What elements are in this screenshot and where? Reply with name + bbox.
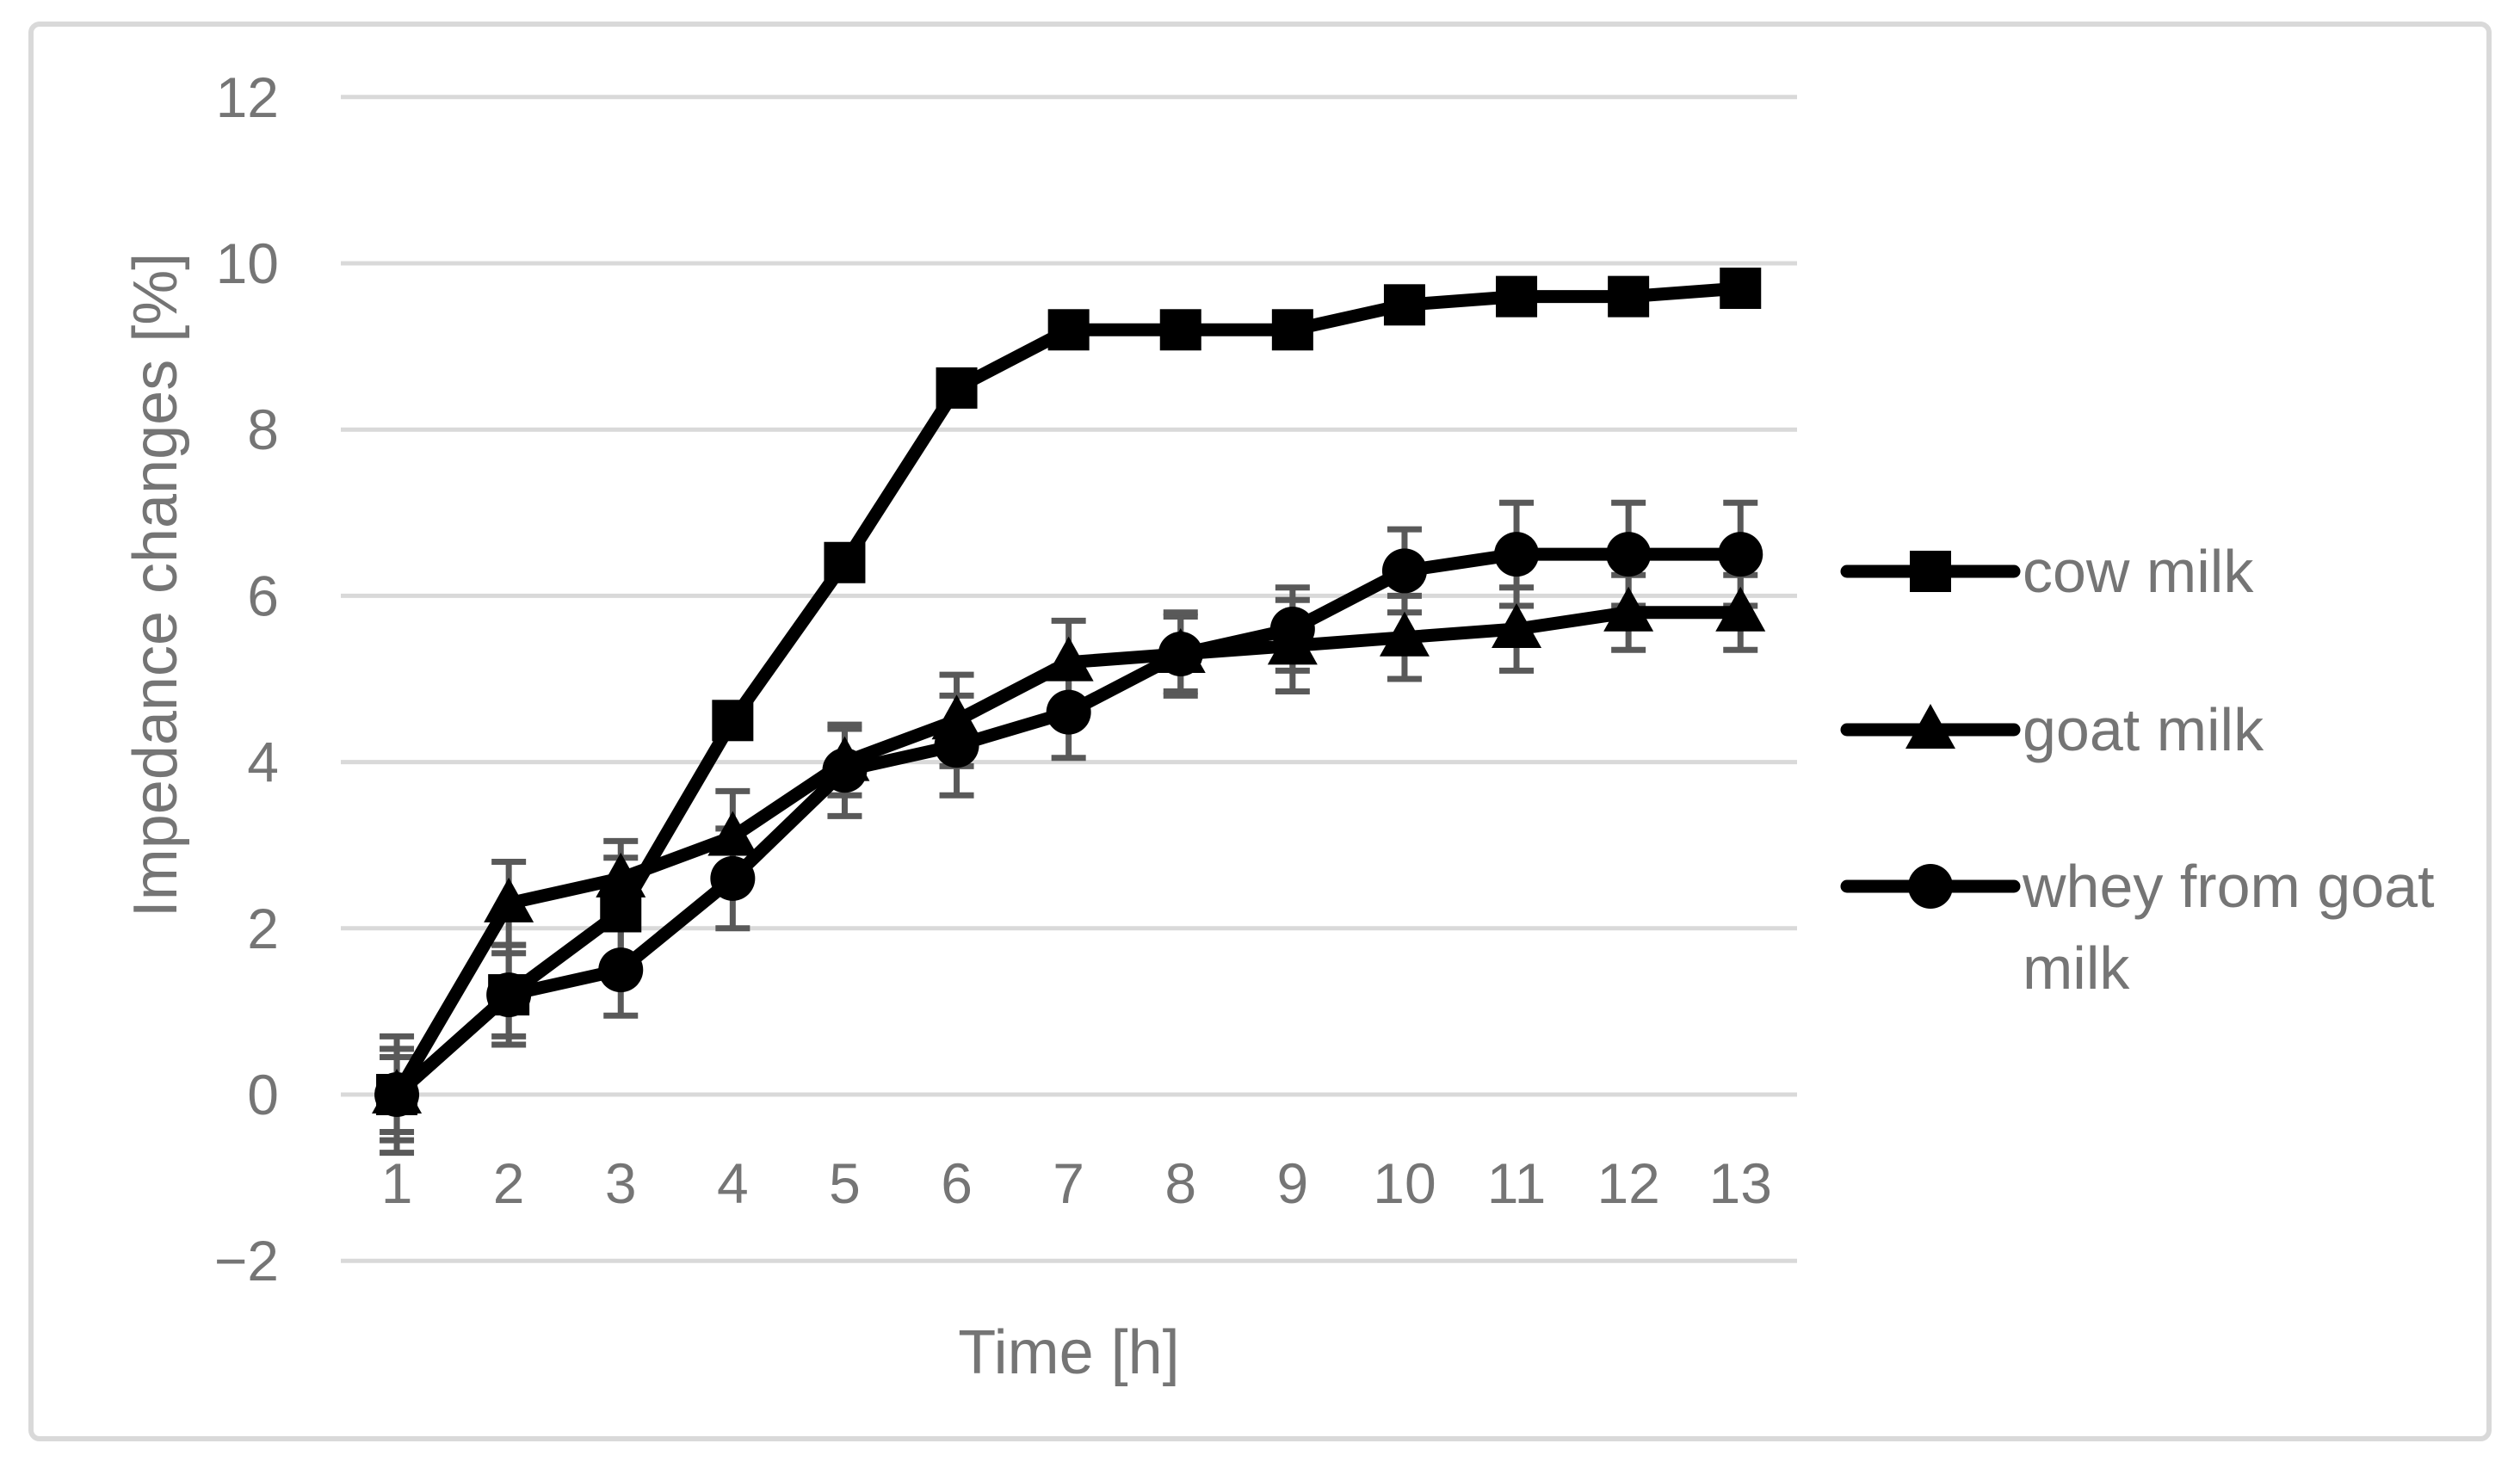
y-tick-label: 12: [216, 65, 279, 129]
x-tick-label: 4: [717, 1151, 749, 1215]
marker-triangle-goat-milk: [1379, 611, 1430, 657]
legend-marker-triangle: [1905, 704, 1955, 749]
marker-triangle-goat-milk: [931, 694, 982, 740]
legend-item-cow-milk: cow milk: [1840, 538, 2254, 605]
marker-square-cow-milk: [1720, 267, 1762, 309]
legend-marker-square: [1910, 551, 1951, 592]
y-tick-label: 10: [216, 231, 279, 295]
x-tick-label: 2: [493, 1151, 525, 1215]
marker-square-cow-milk: [712, 700, 754, 742]
legend: cow milk goat milk whey from goat milk: [1840, 538, 2435, 1002]
y-tick-label: 6: [247, 564, 279, 627]
marker-square-cow-milk: [600, 891, 642, 933]
marker-triangle-goat-milk: [1492, 603, 1542, 649]
legend-item-goat-milk: goat milk: [1840, 696, 2264, 763]
y-axis-title: Impedance changes [%]: [121, 253, 190, 918]
marker-circle-whey-from-goat-milk: [1606, 532, 1652, 577]
x-axis-title: Time [h]: [958, 1318, 1179, 1387]
y-tick-label: 2: [247, 897, 279, 960]
series-goat-milk: [372, 586, 1766, 1113]
marker-square-cow-milk: [1496, 275, 1538, 318]
y-tick-label: 4: [247, 731, 279, 794]
marker-triangle-goat-milk: [1155, 628, 1206, 674]
y-tick-label: 8: [247, 398, 279, 461]
legend-label-whey-from-goat-milk: milk: [2023, 935, 2130, 1002]
marker-circle-whey-from-goat-milk: [1718, 532, 1763, 577]
marker-triangle-goat-milk: [1267, 620, 1318, 665]
x-tick-label: 5: [829, 1151, 861, 1215]
legend-label-goat-milk: goat milk: [2023, 696, 2264, 763]
marker-triangle-goat-milk: [707, 811, 758, 856]
marker-square-cow-milk: [376, 1074, 418, 1115]
x-tick-label: 3: [605, 1151, 637, 1215]
x-tick-label: 8: [1164, 1151, 1196, 1215]
marker-circle-whey-from-goat-milk: [1046, 689, 1091, 735]
x-tick-label: 12: [1597, 1151, 1659, 1215]
legend-label-cow-milk: cow milk: [2023, 538, 2254, 605]
legend-marker-circle: [1908, 864, 1953, 909]
marker-circle-whey-from-goat-milk: [598, 947, 644, 993]
marker-square-cow-milk: [1271, 309, 1313, 351]
series-group: [372, 267, 1766, 1117]
x-tick-label: 6: [941, 1151, 973, 1215]
x-tick-label: 1: [381, 1151, 413, 1215]
y-tick-label: −2: [214, 1229, 279, 1292]
gridlines: [341, 95, 1797, 1263]
marker-circle-whey-from-goat-milk: [1381, 548, 1427, 594]
marker-triangle-goat-milk: [819, 736, 870, 781]
x-tick-label: 13: [1709, 1151, 1772, 1215]
marker-circle-whey-from-goat-milk: [710, 855, 756, 901]
marker-triangle-goat-milk: [1603, 586, 1654, 632]
x-tick-label: 9: [1276, 1151, 1308, 1215]
x-tick-label: 11: [1487, 1151, 1547, 1215]
marker-triangle-goat-milk: [1715, 586, 1766, 632]
marker-square-cow-milk: [1047, 309, 1090, 351]
marker-square-cow-milk: [824, 541, 866, 583]
legend-item-whey-from-goat-milk: whey from goat milk: [1840, 853, 2435, 1002]
marker-square-cow-milk: [936, 367, 978, 409]
marker-square-cow-milk: [1383, 284, 1425, 326]
marker-circle-whey-from-goat-milk: [1494, 532, 1540, 577]
marker-square-cow-milk: [1608, 275, 1650, 318]
marker-triangle-goat-milk: [1043, 636, 1094, 682]
legend-label-whey-from-goat-milk: whey from goat: [2022, 853, 2435, 920]
error-bars: [380, 499, 1758, 1157]
series-cow-milk: [376, 267, 1762, 1115]
x-tick-label: 10: [1373, 1151, 1436, 1215]
marker-triangle-goat-milk: [484, 877, 534, 922]
figure-border: [28, 22, 2492, 1441]
marker-square-cow-milk: [1159, 309, 1201, 351]
marker-square-cow-milk: [488, 974, 530, 1016]
x-axis-tick-labels: 1 2 3 4 5 6 7 8 9 10 11 12 13: [381, 1151, 1772, 1215]
y-axis-tick-labels: 12 10 8 6 4 2 0 −2: [214, 65, 279, 1292]
x-tick-label: 7: [1053, 1151, 1084, 1215]
y-tick-label: 0: [247, 1063, 279, 1126]
